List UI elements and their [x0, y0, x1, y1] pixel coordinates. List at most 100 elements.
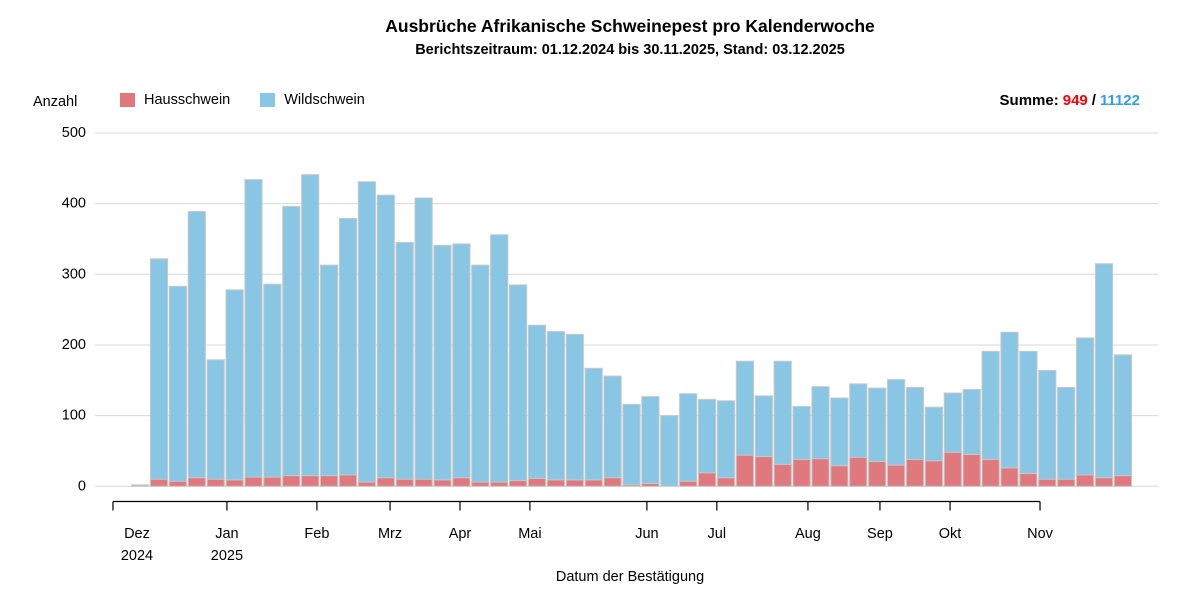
- bar-segment-wildschwein: [131, 484, 150, 487]
- bar-segment-wildschwein: [679, 393, 698, 487]
- month-tick-label: Nov: [1027, 526, 1054, 542]
- bar-segment-hausschwein: [395, 478, 414, 487]
- month-tick-label: Mai: [518, 526, 541, 542]
- bar-segment-hausschwein: [301, 475, 320, 487]
- legend-label-wildschwein: Wildschwein: [284, 92, 365, 108]
- bar-segment-hausschwein: [830, 465, 849, 487]
- bar-segment-hausschwein: [490, 481, 509, 487]
- bar-segment-wildschwein: [490, 234, 509, 487]
- bar-segment-wildschwein: [376, 194, 395, 487]
- bar-segment-wildschwein: [1019, 350, 1038, 487]
- bar-segment-hausschwein: [1076, 474, 1095, 487]
- chart-subtitle: Berichtszeitraum: 01.12.2024 bis 30.11.2…: [415, 42, 845, 58]
- bar-segment-wildschwein: [206, 359, 225, 487]
- bar-segment-hausschwein: [320, 475, 339, 487]
- bar-segment-wildschwein: [1113, 354, 1133, 487]
- month-tick-label: Apr: [449, 526, 472, 542]
- bar-segment-hausschwein: [1038, 478, 1057, 487]
- bar-segment-hausschwein: [225, 479, 244, 487]
- y-tick-label: 500: [62, 125, 86, 141]
- sum-label: Summe:: [999, 92, 1059, 109]
- bar-segment-hausschwein: [622, 484, 641, 487]
- bar-segment-hausschwein: [868, 461, 887, 487]
- bar-segment-hausschwein: [924, 460, 943, 487]
- legend-label-hausschwein: Hausschwein: [144, 92, 231, 108]
- bar-segment-hausschwein: [414, 478, 433, 487]
- bar-segment-wildschwein: [716, 400, 736, 487]
- bar-segment-hausschwein: [981, 458, 1000, 487]
- legend: Hausschwein Wildschwein: [120, 92, 395, 108]
- bar-segment-wildschwein: [622, 403, 641, 487]
- sum-hausschwein-value: 949: [1062, 92, 1088, 109]
- bar-segment-wildschwein: [1000, 331, 1019, 487]
- bar-segment-hausschwein: [244, 476, 263, 487]
- bar-segment-hausschwein: [905, 458, 925, 487]
- sum-wildschwein-value: 11122: [1099, 92, 1140, 109]
- bar-segment-wildschwein: [263, 283, 282, 487]
- bar-segment-wildschwein: [1094, 263, 1114, 487]
- bar-segment-hausschwein: [716, 477, 736, 487]
- year-tick-label: 2024: [121, 548, 153, 564]
- bar-segment-wildschwein: [244, 179, 263, 487]
- bar-segment-hausschwein: [754, 456, 773, 487]
- bar-segment-wildschwein: [338, 217, 358, 487]
- bar-segment-hausschwein: [792, 458, 811, 487]
- bar-segment-hausschwein: [471, 481, 490, 487]
- month-tick-label: Okt: [939, 526, 962, 542]
- bar-segment-wildschwein: [546, 331, 565, 487]
- bar-segment-wildschwein: [641, 396, 660, 487]
- bar-segment-wildschwein: [187, 210, 206, 487]
- bar-segment-hausschwein: [773, 463, 792, 487]
- bar-segment-hausschwein: [641, 482, 660, 487]
- bar-segment-wildschwein: [603, 375, 622, 487]
- bar-segment-hausschwein: [452, 477, 471, 487]
- bar-segment-hausschwein: [187, 477, 206, 487]
- bar-segment-wildschwein: [565, 333, 584, 487]
- bar-segment-hausschwein: [943, 451, 962, 487]
- legend-swatch-wildschwein: [260, 93, 276, 107]
- y-tick-label: 100: [62, 408, 86, 424]
- bar-segment-wildschwein: [225, 289, 244, 487]
- bar-segment-hausschwein: [433, 479, 452, 487]
- bar-segment-hausschwein: [546, 479, 565, 487]
- month-tick-label: Mrz: [378, 526, 402, 542]
- sum-separator: /: [1091, 92, 1096, 109]
- bar-segment-wildschwein: [433, 244, 452, 487]
- bar-segment-wildschwein: [357, 181, 376, 487]
- month-tick-label: Jan: [215, 526, 238, 542]
- sum-display: Summe: 949/11122: [996, 92, 1140, 109]
- year-tick-label: 2025: [211, 548, 243, 564]
- bar-segment-hausschwein: [206, 478, 225, 487]
- bar-segment-wildschwein: [149, 258, 169, 487]
- legend-swatch-hausschwein: [120, 93, 135, 107]
- bar-segment-wildschwein: [301, 174, 320, 487]
- bar-segment-hausschwein: [168, 480, 188, 487]
- bar-segment-wildschwein: [395, 242, 414, 487]
- bar-segment-hausschwein: [263, 476, 282, 487]
- bar-segment-hausschwein: [509, 480, 528, 487]
- bar-segment-wildschwein: [168, 285, 188, 487]
- bar-segment-hausschwein: [698, 472, 717, 487]
- bar-segment-hausschwein: [376, 477, 395, 487]
- bar-segment-hausschwein: [735, 454, 754, 487]
- bar-segment-wildschwein: [1057, 386, 1076, 487]
- y-tick-label: 400: [62, 196, 86, 212]
- bar-segment-wildschwein: [1038, 369, 1057, 487]
- bar-segment-hausschwein: [149, 478, 169, 487]
- y-tick-label: 0: [78, 478, 86, 494]
- y-tick-label: 200: [62, 337, 86, 353]
- month-tick-label: Dez: [124, 526, 150, 542]
- bar-segment-wildschwein: [320, 264, 339, 487]
- bar-segment-hausschwein: [1094, 477, 1114, 487]
- chart-title: Ausbrüche Afrikanische Schweinepest pro …: [385, 16, 875, 36]
- x-axis-title: Datum der Bestätigung: [555, 569, 705, 585]
- y-tick-label: 300: [62, 266, 86, 282]
- bar-segment-hausschwein: [679, 480, 698, 487]
- bar-segment-wildschwein: [282, 205, 301, 487]
- y-axis-label: Anzahl: [33, 94, 78, 110]
- bar-segment-wildschwein: [452, 243, 471, 487]
- bar-segment-hausschwein: [849, 456, 868, 487]
- bar-segment-wildschwein: [414, 197, 433, 487]
